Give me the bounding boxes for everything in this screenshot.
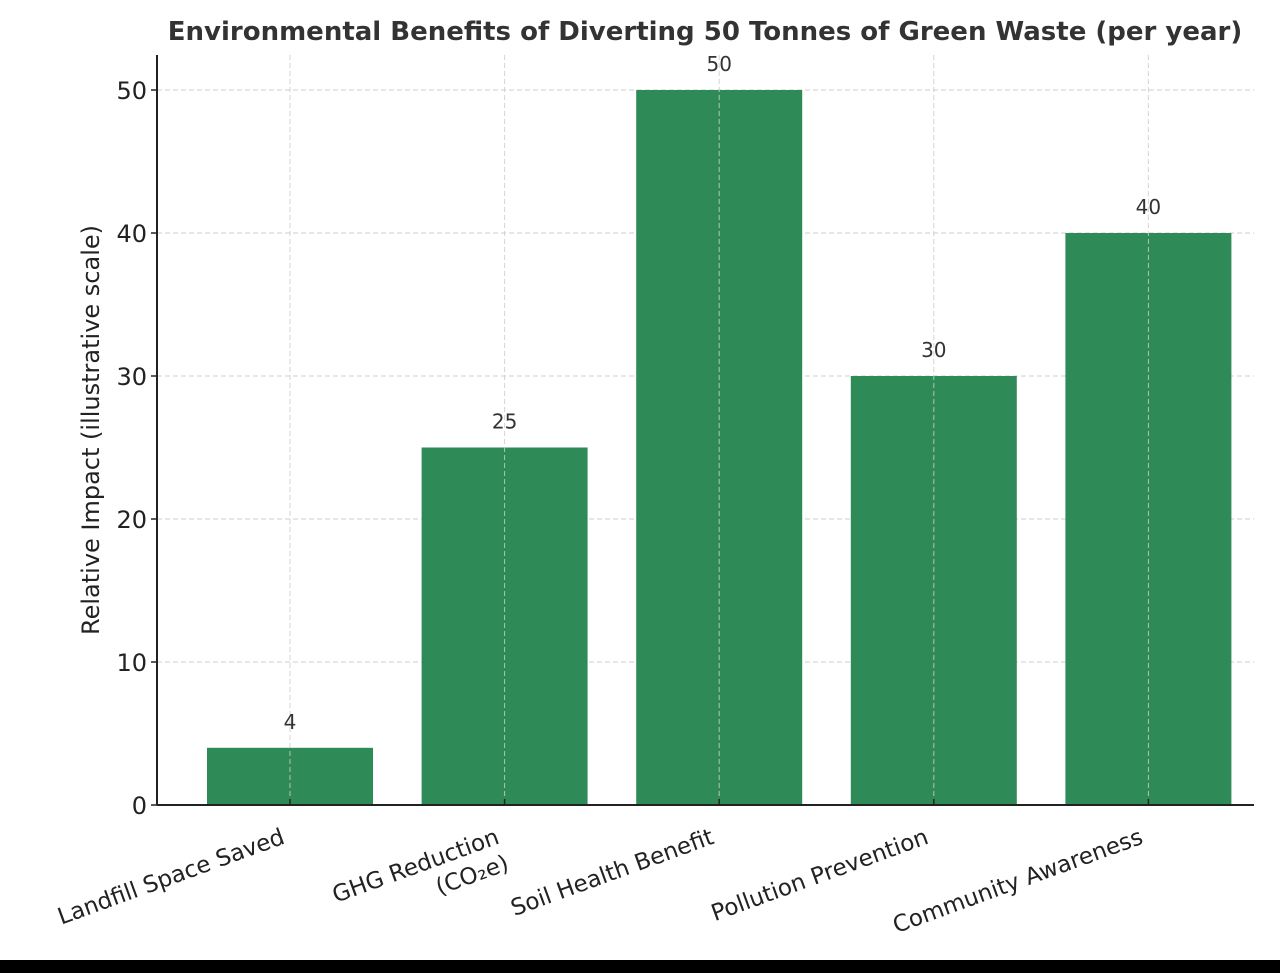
x-tick-label: GHG Reduction(CO₂e) xyxy=(329,824,512,935)
data-label: 40 xyxy=(1136,195,1161,219)
y-tick-label: 50 xyxy=(116,77,147,105)
y-axis-label: Relative Impact (illustrative scale) xyxy=(77,225,105,635)
x-tick-label-line: Soil Health Benefit xyxy=(507,824,717,922)
data-label: 30 xyxy=(921,338,946,362)
x-tick-label: Soil Health Benefit xyxy=(507,824,717,922)
data-label: 25 xyxy=(492,410,517,434)
axes-layer xyxy=(151,55,1254,806)
data-label: 4 xyxy=(284,710,297,734)
bottom-border xyxy=(0,960,1280,973)
y-tick-label: 10 xyxy=(116,649,147,677)
x-tick-label: Landfill Space Saved xyxy=(54,824,288,930)
vertical-grid-layer xyxy=(289,55,1149,805)
x-tick-label-line: Landfill Space Saved xyxy=(54,824,288,930)
y-tick-label: 0 xyxy=(132,792,147,820)
y-tick-label: 40 xyxy=(116,220,147,248)
y-tick-label: 20 xyxy=(116,506,147,534)
chart-title: Environmental Benefits of Diverting 50 T… xyxy=(168,17,1242,47)
data-label: 50 xyxy=(706,52,731,76)
y-tick-label: 30 xyxy=(116,363,147,391)
